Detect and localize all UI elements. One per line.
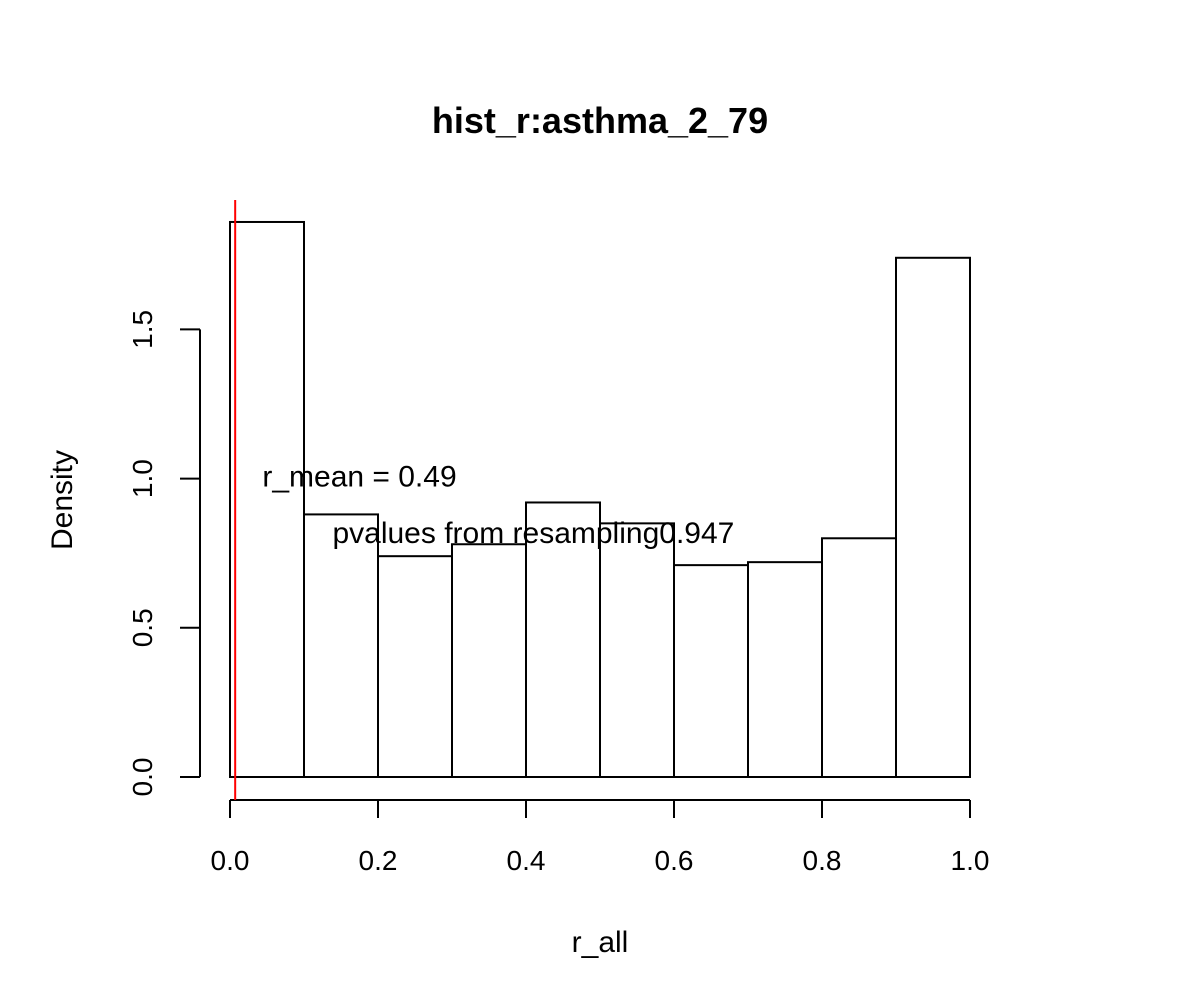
y-axis: 0.0 0.5 1.0 1.5 [127,310,201,797]
histogram-bar-0 [229,220,305,778]
annotation-text: r_mean = 0.49 [262,461,456,494]
x-tick-label: 0.4 [507,845,546,876]
histogram-bar-9 [895,256,971,778]
histogram-bar-6 [673,564,749,778]
histogram-bars [229,220,971,779]
histogram-bar-8 [821,537,897,779]
histogram-bar-3 [451,543,527,778]
x-tick-label: 0.2 [359,845,398,876]
histogram-bar-2 [377,555,453,779]
annotation-text: pvalues from resampling0.947 [332,517,734,550]
x-tick-label: 1.0 [951,845,990,876]
annotations: r_mean = 0.49 pvalues from resampling0.94… [262,461,734,551]
histogram-bar-1 [303,513,379,779]
x-axis-label: r_all [572,926,629,959]
x-tick-label: 0.8 [803,845,842,876]
x-tick-label: 0.6 [655,845,694,876]
y-tick-label: 1.0 [127,459,158,498]
y-tick-label: 0.5 [127,608,158,647]
y-tick-label: 0.0 [127,758,158,797]
chart-title: hist_r:asthma_2_79 [432,100,768,141]
y-axis-label: Density [46,450,79,550]
x-tick-label: 0.0 [211,845,250,876]
histogram-bar-7 [747,561,823,778]
histogram-bar-5 [599,522,675,778]
histogram-bar-4 [525,501,601,778]
y-tick-label: 1.5 [127,310,158,349]
x-axis: 0.0 0.2 0.4 0.6 0.8 1.0 [211,799,990,876]
